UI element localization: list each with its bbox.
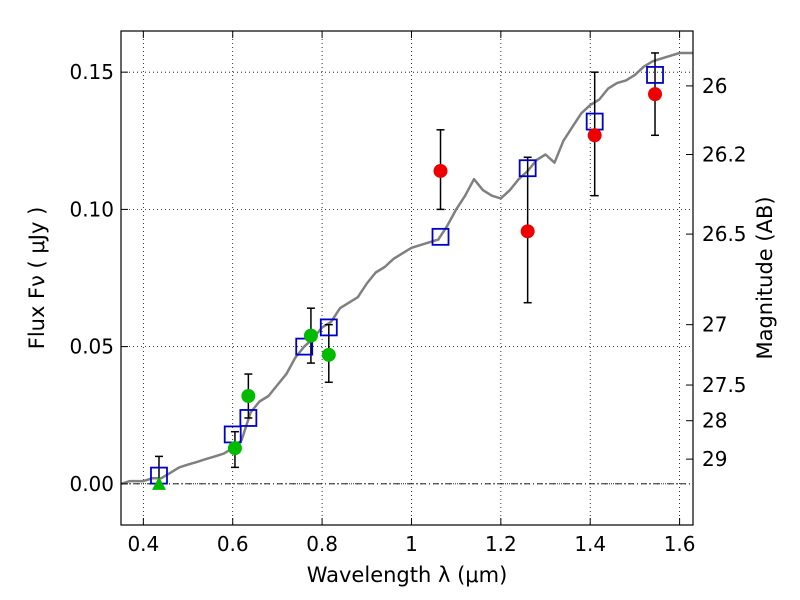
mag-tick-label: 27.5 <box>702 373 747 397</box>
model-photometry-square <box>431 227 450 246</box>
observed-red-point <box>587 128 602 143</box>
observed-red-point <box>648 87 663 102</box>
x-tick-label: 1 <box>405 532 418 556</box>
observed-red-point <box>520 224 535 239</box>
mag-tick-label: 26 <box>702 74 727 98</box>
model-photometry-square <box>239 409 258 427</box>
model-photometry-square <box>319 318 338 337</box>
observed-green-point <box>227 441 242 456</box>
x-tick-label: 0.6 <box>217 532 249 556</box>
observed-red-point <box>433 163 448 178</box>
mag-tick-label: 29 <box>702 447 727 471</box>
x-axis-label: Wavelength λ (μm) <box>307 563 508 587</box>
observed-green-upper-limit-triangle <box>151 476 166 490</box>
model-spectrum-line <box>120 51 693 485</box>
plot-frame <box>120 30 694 526</box>
mag-tick-label: 27 <box>702 313 727 337</box>
y-tick-label: 0.10 <box>69 197 114 221</box>
y-tick-label: 0.15 <box>69 60 114 84</box>
observed-green-point <box>321 347 336 362</box>
model-photometry-square <box>646 66 664 84</box>
x-tick-label: 0.8 <box>306 532 338 556</box>
model-photometry-square <box>295 337 314 356</box>
model-photometry-square <box>518 159 537 178</box>
y-tick-label: 0.05 <box>69 335 114 359</box>
mag-tick-label: 26.2 <box>702 143 747 167</box>
y-axis-label: Flux Fν ( μJy ) <box>25 207 49 350</box>
x-tick-label: 1.2 <box>485 532 517 556</box>
x-tick-label: 1.6 <box>664 532 696 556</box>
series-layer <box>120 51 693 490</box>
x-tick-label: 1.4 <box>574 532 606 556</box>
x-tick-label: 0.4 <box>127 532 159 556</box>
ticks-layer: 0.4 0.6 0.8 1 1.2 1.4 1.6 0.00 0.05 0.10 0.15 26 26.… <box>69 31 747 556</box>
y-tick-label: 0.00 <box>69 472 114 496</box>
observed-green-point <box>241 389 256 404</box>
mag-tick-label: 26.5 <box>702 222 747 246</box>
mag-tick-label: 28 <box>702 409 727 433</box>
y-axis-right-label: Magnitude (AB) <box>753 196 777 359</box>
observed-green-point <box>303 328 318 343</box>
